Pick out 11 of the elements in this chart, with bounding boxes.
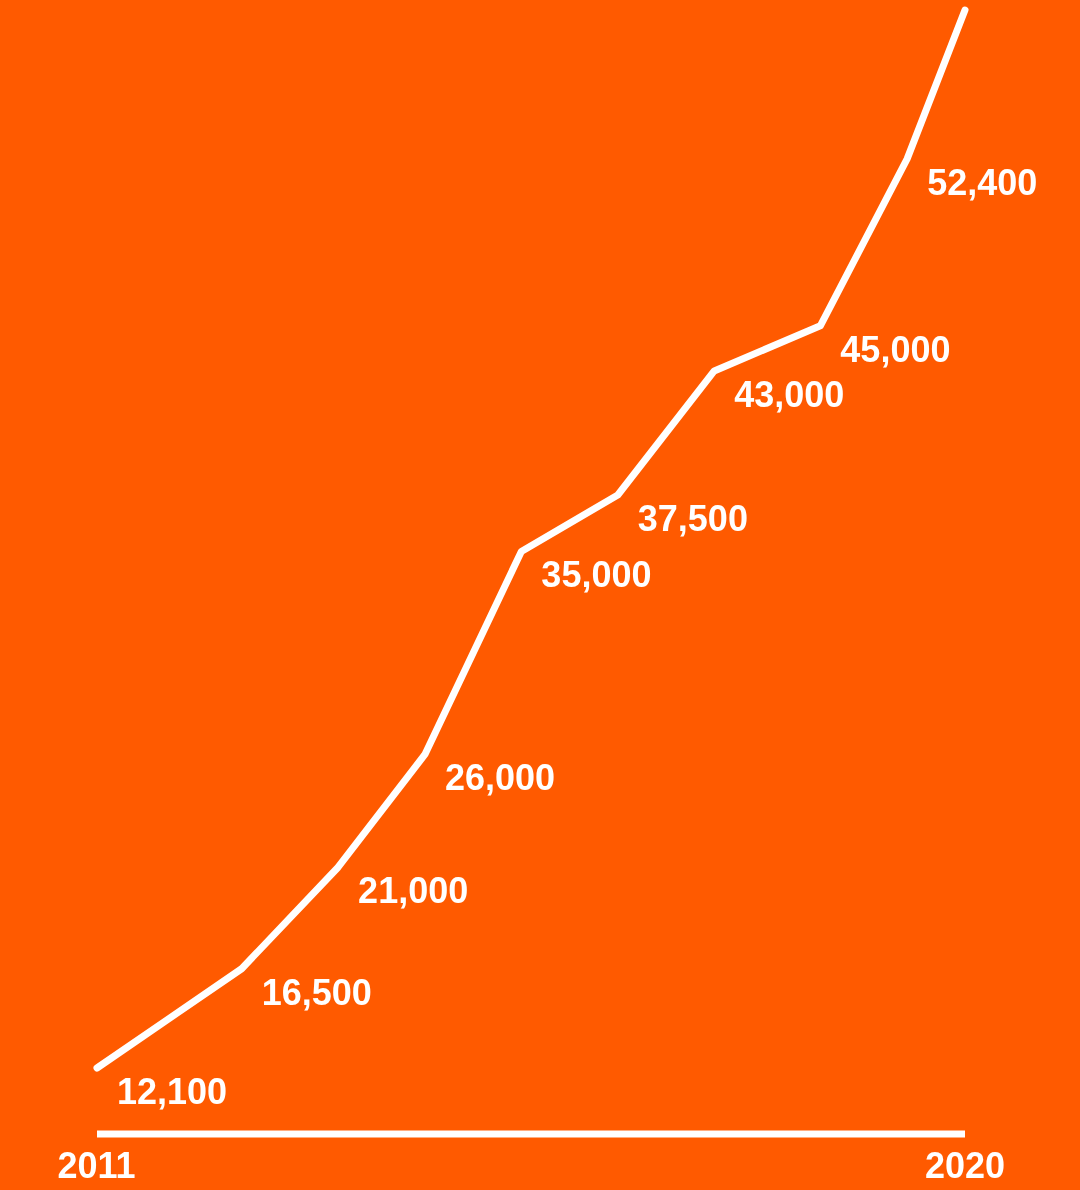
data-label: 52,400 <box>927 161 1038 203</box>
data-label: 35,000 <box>541 554 652 596</box>
x-tick-label: 2011 <box>57 1144 136 1186</box>
data-label: 43,000 <box>734 373 845 415</box>
data-label: 16,500 <box>261 971 372 1013</box>
x-tick-label: 2020 <box>924 1144 1006 1186</box>
data-label: 12,100 <box>117 1070 228 1112</box>
data-label: 26,000 <box>444 757 556 799</box>
data-label: 45,000 <box>840 328 951 370</box>
data-label: 37,500 <box>637 497 748 539</box>
data-label: 21,000 <box>358 870 469 912</box>
